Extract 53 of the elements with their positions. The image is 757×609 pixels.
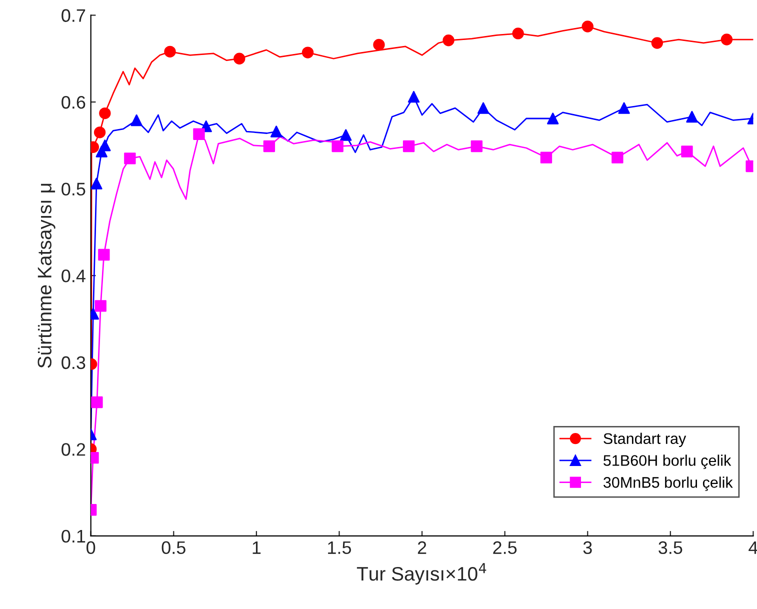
point [681,146,693,158]
point [582,20,594,32]
point [90,178,102,190]
point [99,140,111,152]
y-axis-title: Sürtünme Katsayısı μ [38,184,56,368]
legend-label: 51B60H borlu çelik [604,454,732,469]
legend-label: Standart ray [604,432,686,448]
point [442,34,454,46]
x-tick-label: 0 [86,541,96,554]
point [164,46,176,58]
point [720,34,733,46]
y-tick-label: 0.6 [62,96,86,109]
point [94,300,106,312]
point [234,52,246,64]
point [618,102,630,114]
point [686,110,698,123]
x-tick-label: 3.5 [658,541,682,554]
point [263,140,276,152]
point [540,152,552,164]
y-tick-label: 0.4 [62,270,86,282]
point [332,140,344,152]
y-tick-label: 0.3 [62,356,86,370]
point [99,107,111,120]
point [340,129,352,141]
point [408,90,420,103]
y-tick-label: 0.5 [62,182,86,196]
point [98,248,110,261]
point [270,126,282,138]
point [193,128,205,140]
point [547,112,559,124]
point [130,114,142,126]
point [470,140,483,152]
point [94,126,106,138]
point [124,152,136,164]
point [402,140,415,152]
x-tick-label: 2.5 [493,541,517,554]
point [477,102,490,114]
x-axis-title: Tur Sayısı×10$^{4}$ [356,563,486,585]
x-tick-label: 2 [418,541,426,554]
point [651,37,664,49]
point [302,46,314,58]
point [373,38,385,51]
legend-label: 30MnB5 borlu çelik [604,476,733,491]
y-tick-label: 0.1 [62,530,86,543]
x-tick-label: 1.5 [328,541,352,554]
x-tick-label: 3 [583,541,592,554]
y-tick-label: 0.7 [62,9,86,22]
y-tick-label: 0.2 [62,443,86,456]
point [612,152,624,164]
x-tick-label: 0.5 [162,541,186,554]
point [512,28,524,40]
point [91,396,103,408]
x-tick-label: 1 [252,541,261,554]
